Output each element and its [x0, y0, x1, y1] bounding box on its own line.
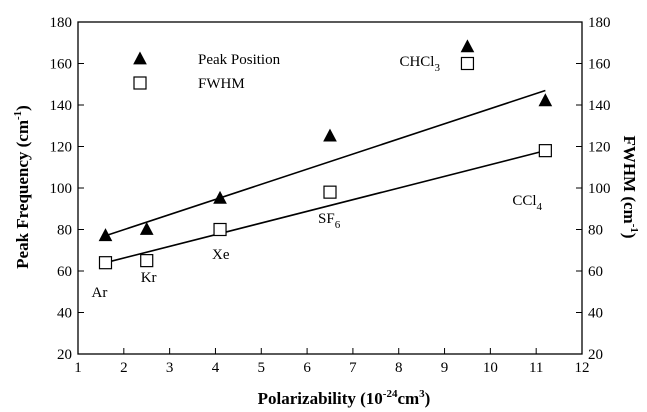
x-tick-label: 8: [395, 360, 403, 376]
y2-tick-label: 20: [588, 347, 603, 363]
y2-tick-label: 160: [588, 57, 611, 73]
data-point-fwhm: [213, 222, 227, 237]
x-tick-label: 4: [212, 360, 220, 376]
data-point-fwhm: [140, 254, 154, 268]
x-tick-label: 9: [441, 360, 449, 376]
y-tick-label: 20: [57, 347, 72, 363]
fit-line-peak-position: [105, 89, 546, 237]
data-point-fwhm: [98, 256, 113, 270]
y-tick-label: 60: [57, 264, 72, 280]
point-label-chcl: CHCl3: [399, 54, 440, 74]
point-label-sf: SF6: [318, 211, 341, 231]
y-axis-title: Peak Frequency (cm-1): [12, 105, 32, 269]
x-tick-label: 2: [120, 360, 128, 376]
legend-label-fwhm: FWHM: [198, 76, 245, 92]
x-tick-label: 3: [166, 360, 174, 376]
legend-triangle-marker: [133, 51, 147, 65]
x-axis-title: Polarizability (10-24cm3): [258, 388, 431, 408]
y-tick-label: 80: [57, 223, 72, 239]
y2-tick-label: 60: [588, 264, 603, 280]
data-point-fwhm: [460, 56, 475, 71]
point-label-kr: Kr: [141, 270, 157, 286]
point-label-xe: Xe: [212, 247, 230, 263]
data-point-fwhm: [323, 185, 337, 199]
legend-square-marker: [133, 76, 147, 90]
y2-axis-title: FWHM (cm-1): [620, 135, 640, 238]
x-tick-label: 6: [303, 360, 311, 376]
y-tick-label: 40: [57, 306, 72, 322]
data-point-peak-position: [98, 228, 113, 242]
point-annotations: Ar Kr Xe SF6 CHCl3 CCl4: [91, 54, 542, 301]
data-markers: [98, 39, 553, 270]
y2-tick-label: 100: [588, 181, 611, 197]
fit-line-fwhm: [105, 149, 546, 264]
x-tick-label: 11: [529, 360, 543, 376]
data-point-fwhm: [538, 144, 552, 158]
y-tick-label: 140: [50, 98, 73, 114]
legend-marker-peak-position: [133, 51, 147, 65]
fit-lines: [105, 89, 546, 264]
data-point-peak-position: [139, 221, 154, 235]
legend: Peak Position FWHM: [133, 51, 281, 92]
data-point-peak-position: [538, 93, 553, 107]
y2-tick-label: 40: [588, 306, 603, 322]
legend-label-peak-position: Peak Position: [198, 52, 281, 68]
y-tick-label: 120: [50, 140, 73, 156]
point-label-ccl: CCl4: [512, 193, 542, 213]
data-point-peak-position: [213, 190, 227, 204]
y-tick-label: 180: [50, 15, 73, 31]
y2-tick-label: 80: [588, 223, 603, 239]
point-label-ar: Ar: [91, 285, 107, 301]
y2-axis-ticks: 20 40 60 80 100 120 140 160 180: [576, 15, 611, 363]
y2-tick-label: 180: [588, 15, 611, 31]
legend-marker-fwhm: [133, 76, 147, 90]
x-tick-label: 12: [575, 360, 590, 376]
x-tick-label: 1: [74, 360, 82, 376]
x-tick-label: 7: [349, 360, 357, 376]
x-tick-label: 5: [258, 360, 266, 376]
x-tick-label: 10: [483, 360, 498, 376]
x-axis-ticks: 1 2 3 4 5 6 7 8 9 10 11 12: [74, 348, 590, 376]
y-axis-ticks: 20 40 60 80 100 120 140 160 180: [50, 15, 84, 363]
y-tick-label: 100: [50, 181, 73, 197]
y2-tick-label: 120: [588, 140, 611, 156]
y-tick-label: 160: [50, 57, 73, 73]
data-point-peak-position: [323, 128, 337, 142]
y2-tick-label: 140: [588, 98, 611, 114]
data-point-peak-position: [460, 39, 475, 53]
